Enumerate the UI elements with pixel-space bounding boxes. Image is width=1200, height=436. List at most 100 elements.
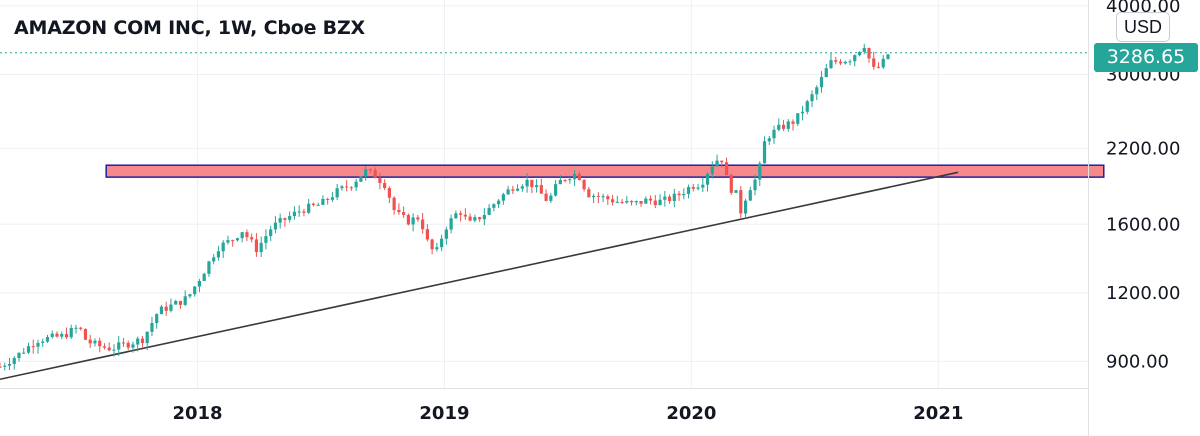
candle-up [193,286,197,297]
candles [0,43,890,371]
candle-up [150,316,154,337]
candle-down [791,119,795,131]
candle-body [297,211,301,213]
candle-body [786,121,790,129]
last-price-badge: 3286.65 [1094,43,1198,72]
candle-down [397,203,401,215]
candle-up [411,213,415,232]
candle-up [525,173,529,193]
candle-down [459,210,463,222]
candle-body [440,238,444,248]
candle-up [753,174,757,196]
candle-body [354,181,358,188]
candle-down [596,192,600,204]
candle-down [648,195,653,205]
candle-up [644,196,648,204]
candle-down [563,179,567,183]
currency-button[interactable]: USD [1116,12,1170,42]
candle-up [815,85,819,101]
x-axis-labels[interactable]: 2018 2019 2020 2021 [172,403,963,424]
candle-body [98,340,102,347]
candle-down [368,168,372,174]
candle-body [183,296,187,305]
candle-body [45,336,50,342]
candle-body [321,198,325,205]
candle-up [558,175,562,185]
candle-body [79,327,83,329]
candle-body [815,87,819,95]
candle-down [430,238,434,255]
candle-body [867,48,871,59]
candle-up [240,231,244,243]
candle-body [667,196,672,202]
candle-body [634,201,638,203]
resistance-zone[interactable] [105,164,1105,178]
candle-up [3,362,7,371]
y-tick-label: 2200.00 [1106,138,1180,159]
candle-down [178,300,183,309]
candle-body [288,216,292,220]
candle-up [221,240,225,259]
candle-body [174,300,178,305]
candle-up [264,229,268,250]
candle-down [64,327,69,339]
candle-body [758,163,762,180]
candle-up [819,71,824,93]
candle-up [615,195,619,204]
candle-body [539,185,543,194]
candle-up [696,183,700,191]
candle-up [682,188,686,200]
candle-down [468,213,472,222]
candle-up [743,198,748,217]
candle-body [506,189,510,195]
candle-body [207,261,211,274]
candle-up [292,206,297,220]
candle-up [159,304,164,315]
candle-up [330,192,335,203]
candle-body [117,342,121,350]
candle-up [117,335,121,356]
candle-down [102,343,107,350]
candle-body [601,196,605,198]
candle-body [625,200,629,203]
candle-body [164,306,168,311]
candle-up [568,177,572,184]
candle-body [724,162,729,176]
candle-up [710,161,714,179]
candle-body [345,186,349,188]
candle-up [516,184,520,192]
candle-down [691,183,695,192]
candle-body [69,327,73,338]
candle-body [406,214,410,225]
candle-body [112,349,116,351]
candle-body [136,338,140,345]
candle-up [701,177,705,193]
candle-up [136,336,140,352]
candle-body [686,187,691,194]
candle-down [126,340,130,351]
candle-body [653,200,657,206]
candle-body [468,216,472,221]
candle-up [497,198,501,209]
candle-down [121,337,126,347]
candle-body [216,251,221,258]
candle-body [269,229,273,237]
candle-body [349,187,353,189]
candle-body [591,195,596,198]
candle-body [449,218,453,230]
candle-down [88,334,92,349]
candle-up [273,216,278,234]
plot-area[interactable] [0,43,1105,381]
candle-down [724,157,729,176]
candle-body [459,213,463,215]
candle-body [862,48,866,52]
trendline[interactable] [0,171,959,381]
candle-body [178,300,183,305]
candle-up [435,242,439,252]
candle-body [278,218,282,223]
candle-down [107,342,111,352]
candle-body [511,189,515,191]
candle-body [64,334,69,338]
candle-up [112,344,116,357]
